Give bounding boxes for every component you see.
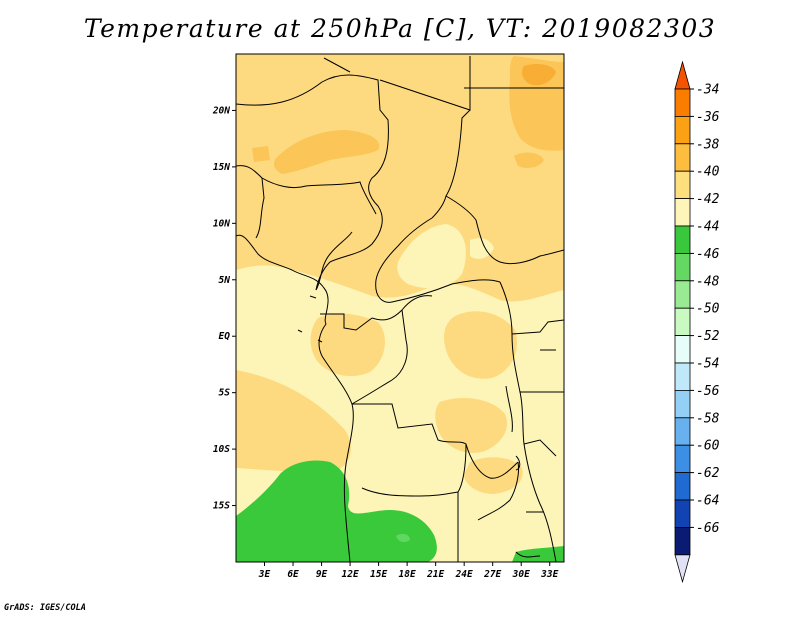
colorbar-label: -62 — [696, 466, 720, 481]
field-minus40-congo — [444, 311, 518, 379]
colorbar-label: -66 — [696, 521, 720, 536]
lat-tick-label: 5N — [219, 275, 231, 286]
lon-tick-label: 21E — [426, 569, 444, 580]
colorbar-label: -36 — [696, 110, 720, 125]
border-nigeria — [236, 165, 377, 215]
colorbar-label: -50 — [696, 302, 720, 317]
colorbar-swatch — [674, 225, 691, 254]
lat-tick-label: 15S — [213, 501, 230, 512]
map-title: Temperature at 250hPa [C], VT: 201908230… — [83, 14, 717, 43]
field-minus44-mozambique — [512, 546, 564, 562]
colorbar-swatch — [674, 499, 691, 528]
lon-tick-label: 18E — [399, 569, 416, 580]
field-minus38-sudan — [514, 152, 544, 168]
colorbar-label: -34 — [696, 83, 719, 98]
lon-tick-label: 27E — [483, 569, 501, 580]
lat-tick-label: 10S — [213, 444, 230, 455]
coast-islands — [297, 295, 323, 343]
lat-tick-label: 5S — [219, 388, 231, 399]
field-minus38-chad-small — [252, 146, 270, 162]
lon-tick-label: 12E — [342, 569, 359, 580]
colorbar-label: -44 — [696, 220, 719, 235]
lon-tick-label: 33E — [540, 569, 558, 580]
map-frame — [235, 53, 565, 563]
colorbar-label: -42 — [696, 192, 720, 207]
country-borders — [236, 56, 564, 562]
lat-tick-label: EQ — [219, 331, 231, 342]
lon-tick-label: 30E — [512, 569, 530, 580]
temperature-field — [236, 54, 564, 562]
colorbar-swatch — [674, 389, 691, 419]
border-zambia — [457, 443, 519, 521]
colorbar-label: -64 — [696, 494, 719, 509]
colorbar-swatch — [674, 88, 691, 117]
lon-tick-label: 15E — [370, 569, 387, 580]
field-minus40-zambia — [464, 457, 523, 494]
field-minus46-patch — [396, 533, 410, 543]
colorbar-label: -46 — [696, 247, 720, 262]
colorbar-swatch — [674, 335, 691, 364]
border-congo — [351, 295, 433, 405]
border-drc-angola — [352, 403, 519, 479]
border-cameroon — [315, 231, 373, 331]
colorbar-label: -54 — [696, 357, 719, 372]
colorbar-swatch — [674, 472, 691, 501]
colorbar-label: -56 — [696, 384, 720, 399]
lon-tick-label: 9E — [316, 569, 328, 580]
lat-tick-label: 15N — [213, 162, 230, 173]
lakes — [505, 349, 556, 558]
lon-tick-label: 6E — [287, 569, 299, 580]
field-minus36-egypt — [522, 64, 556, 86]
field-minus42-chad — [470, 238, 494, 259]
longitude-axis: 3E 6E 9E 12E 15E 18E 21E 24E 27E 30E 33E — [258, 562, 559, 580]
colorbar-label: -52 — [696, 329, 720, 344]
border-sudan — [431, 87, 564, 219]
colorbar-swatch — [674, 417, 691, 446]
colorbar-swatch — [674, 280, 691, 309]
colorbar-label: -40 — [696, 165, 720, 180]
border-niger-mali — [255, 177, 265, 239]
colorbar-label: -60 — [696, 439, 720, 454]
coastline-west — [236, 234, 354, 562]
field-minus40-drc-south — [435, 398, 508, 453]
border-east-2 — [511, 319, 564, 457]
colorbar-bottom-arrow — [674, 554, 691, 584]
border-east — [499, 281, 557, 562]
colorbar: -34 -36 -38 -40 -42 -44 -46 -48 -50 -52 -54 -56 -58 -… — [674, 60, 720, 584]
colorbar-label: -48 — [696, 274, 720, 289]
field-minus40-gabon — [310, 313, 385, 377]
border-angola-namibia — [361, 487, 459, 562]
colorbar-swatch — [674, 252, 691, 282]
credit-text: GrADS: IGES/COLA — [4, 603, 86, 613]
colorbar-label: -38 — [696, 137, 720, 152]
lon-tick-label: 24E — [455, 569, 473, 580]
lat-tick-label: 10N — [213, 218, 230, 229]
colorbar-swatch — [674, 527, 691, 556]
colorbar-label: -58 — [696, 411, 720, 426]
colorbar-swatch — [674, 362, 691, 391]
colorbar-swatch — [674, 170, 691, 199]
colorbar-swatch — [674, 444, 691, 474]
colorbar-swatch — [674, 198, 691, 227]
border-sahara — [236, 74, 389, 291]
border-sudan-south — [445, 195, 564, 265]
field-minus40-atlantic — [236, 370, 351, 472]
colorbar-swatch — [674, 307, 691, 337]
field-minus42-car — [397, 224, 466, 289]
latitude-axis: 20N 15N 10N 5N EQ 5S 10S 15S — [212, 105, 236, 512]
colorbar-swatch — [674, 116, 691, 145]
field-minus44-atlantic — [236, 460, 437, 562]
lon-tick-label: 3E — [258, 569, 271, 580]
field-minus38-niger — [274, 130, 380, 174]
colorbar-top-arrow — [674, 60, 691, 90]
lat-tick-label: 20N — [212, 105, 230, 116]
colorbar-swatch — [674, 143, 691, 172]
border-chad-car — [375, 217, 501, 303]
